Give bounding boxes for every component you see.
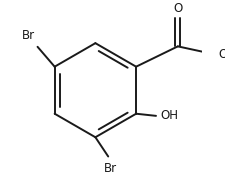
Text: OH: OH [160,109,178,122]
Text: Br: Br [103,162,116,175]
Text: O: O [217,48,225,61]
Text: O: O [172,2,182,15]
Text: Br: Br [22,29,35,42]
